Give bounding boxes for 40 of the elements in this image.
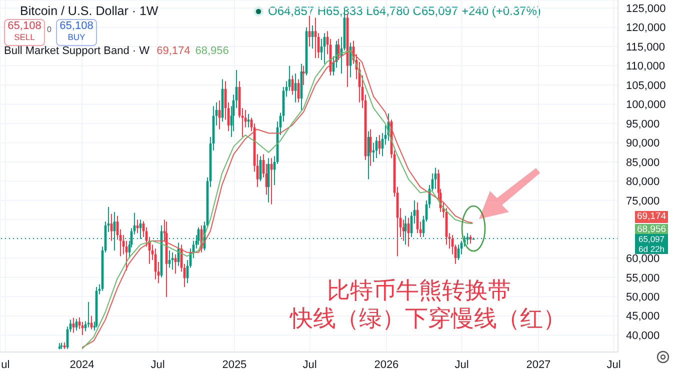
y-tick-label: 50,000 xyxy=(626,292,660,304)
y-tick-label: 40,000 xyxy=(626,330,660,342)
x-tick-label: 2025 xyxy=(222,358,247,371)
x-tick-label: Jul xyxy=(302,358,317,371)
annotation: 快线（绿）下穿慢线（红） xyxy=(290,305,566,334)
y-tick-label: 95,000 xyxy=(626,118,660,130)
annotation: 65,108 xyxy=(58,20,94,32)
x-tick-label: 2024 xyxy=(70,358,94,371)
x-tick-label: 2026 xyxy=(374,358,399,371)
y-tick-label: 55,000 xyxy=(626,272,660,284)
x-tick-label: Jul xyxy=(150,358,165,371)
x-tick-label: Jul xyxy=(606,358,621,371)
y-tick-label: 75,000 xyxy=(626,195,660,208)
chart-title: Bitcoin / U.S. Dollar · 1W xyxy=(20,4,158,18)
annotation: BUY xyxy=(66,32,86,43)
text: 68,956 xyxy=(635,224,668,236)
x-tick-label: Jul xyxy=(454,358,469,371)
y-tick-label: 90,000 xyxy=(626,138,660,150)
y-tick-label: 100,000 xyxy=(626,99,666,112)
annotation: 68,956 xyxy=(195,45,229,57)
y-tick-label: 45,000 xyxy=(626,310,660,323)
y-tick-label: 110,000 xyxy=(626,60,665,73)
text: 6d 22h xyxy=(638,244,666,254)
y-tick-label: 85,000 xyxy=(626,156,660,169)
y-tick-label: 105,000 xyxy=(626,80,666,92)
y-tick-label: 115,000 xyxy=(626,41,665,54)
annotation: 65,108 xyxy=(6,20,42,32)
text: 69,174 xyxy=(635,210,668,223)
y-tick-label: 80,000 xyxy=(626,176,660,188)
x-tick-label: 2027 xyxy=(526,358,551,371)
annotation: 比特币牛熊转换带 xyxy=(327,277,511,306)
annotation: 0 xyxy=(47,25,52,34)
x-tick-label: ul xyxy=(1,358,10,371)
y-tick-label: 60,000 xyxy=(626,253,660,266)
y-tick-label: 125,000 xyxy=(626,2,666,15)
annotation: 69,174 xyxy=(156,45,190,57)
annotation: SELL xyxy=(13,32,36,43)
ref-line-label: 65,097 xyxy=(638,234,666,244)
annotation: Bull Market Support Band · W xyxy=(4,45,150,57)
y-tick-label: 120,000 xyxy=(626,22,666,34)
